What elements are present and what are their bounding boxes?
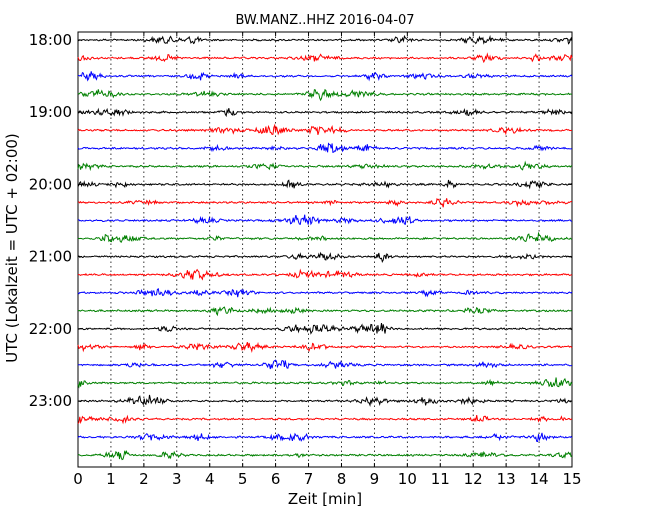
- trace-line: [77, 142, 573, 154]
- trace-line: [77, 179, 573, 190]
- trace-line: [77, 160, 573, 172]
- x-tick-label: 3: [172, 470, 182, 488]
- x-tick-label: 9: [370, 470, 380, 488]
- x-tick-label: 2: [139, 470, 149, 488]
- trace-line: [77, 432, 573, 443]
- traces-layer: [77, 34, 573, 461]
- x-tick-label: 13: [497, 470, 516, 488]
- trace-line: [77, 341, 573, 354]
- x-axis: 0 1 2 3 4 5 6 7 8 9 10 11 12 13 14 15: [73, 32, 582, 488]
- y-tick-label: 22:00: [29, 320, 72, 338]
- trace-line: [77, 288, 573, 298]
- x-tick-label: 11: [431, 470, 450, 488]
- x-tick-label: 1: [106, 470, 116, 488]
- x-tick-label: 6: [271, 470, 281, 488]
- trace-line: [77, 359, 573, 370]
- y-tick-label: 21:00: [29, 248, 72, 266]
- plot-frame: [77, 31, 573, 468]
- x-tick-label: 15: [562, 470, 581, 488]
- x-tick-label: 0: [73, 470, 83, 488]
- trace-line: [77, 197, 573, 208]
- trace-line: [77, 123, 572, 136]
- trace-line: [77, 377, 573, 389]
- trace-line: [77, 322, 573, 335]
- x-tick-label: 4: [205, 470, 215, 488]
- grid-layer: [110, 32, 540, 467]
- trace-line: [77, 306, 573, 317]
- x-tick-label: 8: [337, 470, 347, 488]
- x-tick-label: 5: [238, 470, 248, 488]
- x-tick-label: 10: [398, 470, 417, 488]
- x-tick-label: 12: [464, 470, 483, 488]
- trace-line: [77, 268, 573, 281]
- trace-line: [77, 414, 573, 425]
- trace-line: [77, 107, 573, 118]
- trace-line: [77, 251, 573, 264]
- trace-line: [77, 52, 573, 64]
- y-tick-label: 20:00: [29, 175, 72, 193]
- trace-line: [77, 231, 573, 244]
- x-tick-label: 7: [304, 470, 314, 488]
- y-tick-label: 18:00: [29, 31, 72, 49]
- y-axis: 18:00 19:00 20:00 21:00 22:00 23:00: [29, 31, 572, 410]
- trace-line: [77, 34, 573, 45]
- trace-line: [77, 214, 573, 226]
- trace-line: [77, 394, 573, 407]
- x-tick-label: 14: [530, 470, 549, 488]
- trace-line: [77, 450, 573, 461]
- chart-title: BW.MANZ..HHZ 2016-04-07: [235, 13, 414, 28]
- y-tick-label: 19:00: [29, 103, 72, 121]
- y-tick-label: 23:00: [29, 392, 72, 410]
- y-axis-label: UTC (Lokalzeit = UTC + 02:00): [3, 133, 21, 363]
- x-axis-label: Zeit [min]: [288, 490, 362, 508]
- trace-line: [77, 88, 573, 102]
- trace-line: [77, 71, 573, 82]
